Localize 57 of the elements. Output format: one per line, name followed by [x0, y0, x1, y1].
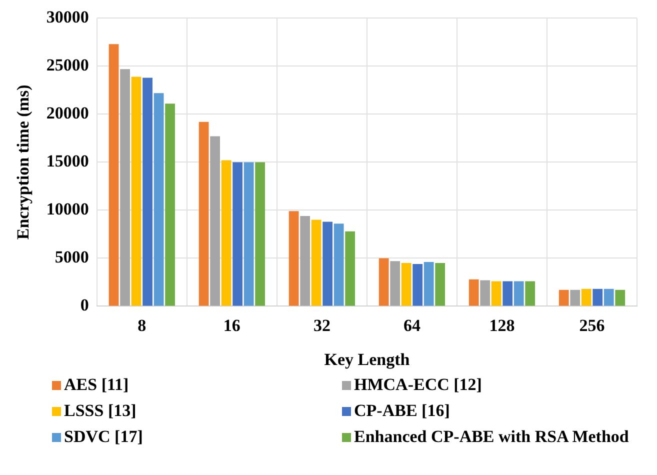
- bar: [198, 122, 209, 306]
- bar: [401, 263, 412, 306]
- bar: [378, 258, 389, 306]
- bar: [232, 162, 242, 306]
- x-tick-label: 8: [138, 316, 146, 335]
- bar: [154, 93, 164, 306]
- x-tick-label: 128: [489, 316, 515, 335]
- bar: [615, 290, 626, 306]
- bar: [210, 136, 220, 306]
- y-axis-title: Encryption time (ms): [14, 84, 33, 240]
- bar: [592, 288, 603, 306]
- bar: [300, 216, 310, 306]
- bar: [131, 76, 142, 306]
- bar: [435, 263, 446, 306]
- y-tick-label: 0: [80, 296, 89, 315]
- bar: [480, 280, 490, 306]
- y-tick-label: 5000: [54, 248, 89, 267]
- bar: [514, 281, 524, 306]
- bar: [604, 288, 614, 306]
- bar: [502, 281, 513, 306]
- legend-label: Enhanced CP-ABE with RSA Method: [354, 427, 629, 447]
- x-axis-title: Key Length: [324, 350, 410, 370]
- y-tick-label: 30000: [46, 8, 89, 27]
- legend-label: AES [11]: [64, 375, 129, 395]
- bar: [491, 281, 502, 306]
- legend-label: CP-ABE [16]: [354, 401, 450, 421]
- y-tick-label: 20000: [46, 104, 89, 123]
- x-tick-label: 64: [403, 316, 421, 335]
- bar: [288, 211, 299, 306]
- bar: [390, 261, 400, 306]
- bar: [244, 162, 254, 306]
- bar: [221, 160, 232, 306]
- bar: [570, 290, 580, 306]
- x-tick-label: 32: [313, 316, 330, 335]
- bar: [558, 290, 569, 306]
- bar: [120, 69, 130, 306]
- legend-label: LSSS [13]: [64, 401, 136, 421]
- bar: [108, 44, 119, 306]
- bar: [142, 78, 152, 306]
- bar: [468, 279, 479, 306]
- bar: [334, 224, 344, 306]
- y-tick-label: 15000: [46, 152, 89, 171]
- bar: [165, 104, 175, 306]
- bar: [581, 288, 592, 306]
- bar: [345, 231, 356, 306]
- x-tick-label: 256: [579, 316, 605, 335]
- legend-label: HMCA-ECC [12]: [354, 375, 482, 395]
- bar: [255, 162, 266, 306]
- y-tick-label: 10000: [46, 200, 89, 219]
- bar: [412, 264, 423, 306]
- bar: [311, 220, 322, 306]
- y-tick-label: 25000: [46, 56, 89, 75]
- bar: [424, 262, 434, 306]
- bar: [322, 222, 333, 306]
- x-tick-label: 16: [223, 316, 240, 335]
- legend-label: SDVC [17]: [64, 427, 143, 447]
- bar: [525, 281, 536, 306]
